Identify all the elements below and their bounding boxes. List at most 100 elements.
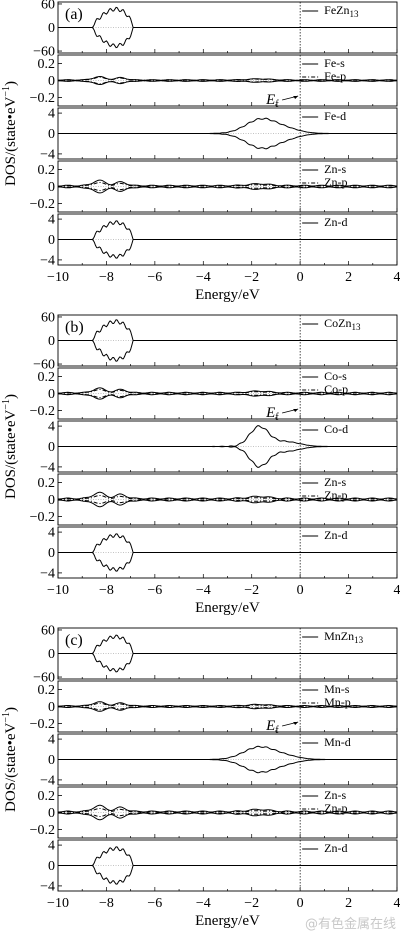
dos-line-total-down bbox=[58, 653, 397, 673]
subplot-label-sub: 13 bbox=[351, 322, 361, 332]
subplot-label-sub: 13 bbox=[354, 635, 364, 645]
xtick-label: −4 bbox=[196, 583, 211, 598]
fermi-label: Ef bbox=[265, 92, 279, 110]
dos-line-d-down bbox=[58, 133, 397, 150]
dos-line-p-up bbox=[58, 182, 397, 187]
ytick-label: 4 bbox=[48, 733, 55, 748]
ytick-label: −4 bbox=[40, 253, 55, 268]
xtick-label: −8 bbox=[99, 270, 114, 285]
xtick-label: 0 bbox=[297, 896, 304, 911]
ytick-label: −60 bbox=[33, 358, 55, 373]
y-axis-label-sup: −1 bbox=[1, 86, 12, 97]
subplot-2-3: 0.2 0 −0.2 Zn-sZn-p bbox=[30, 786, 398, 839]
x-axis-label: Energy/eV bbox=[195, 913, 260, 929]
panel-letter: (c) bbox=[65, 632, 83, 649]
panel-1: 600−60CoZn13(b)0.20−0.2Co-sCo-pEf40−4Co-… bbox=[1, 310, 400, 616]
ytick-label: 60 bbox=[41, 623, 55, 638]
subplot-label: Mn-s bbox=[324, 682, 350, 696]
y-axis-label: DOS/(state•eV−1) bbox=[1, 707, 19, 812]
subplot-label: Co-s bbox=[324, 369, 347, 383]
ytick-label: −4 bbox=[40, 879, 55, 894]
y-axis-label: DOS/(state•eV−1) bbox=[1, 81, 19, 186]
panel-letter: (b) bbox=[65, 319, 84, 336]
ytick-label: 0 bbox=[48, 647, 55, 662]
subplot-label-2: Fe-p bbox=[324, 69, 346, 83]
y-axis-label-close: ) bbox=[3, 394, 19, 399]
dos-line-total-down bbox=[58, 27, 397, 49]
dos-line-p-up bbox=[58, 702, 398, 707]
xtick-label: −8 bbox=[99, 896, 114, 911]
xtick-label: −10 bbox=[47, 896, 69, 911]
xtick-label: 0 bbox=[297, 583, 304, 598]
dos-line-p-down bbox=[58, 393, 397, 398]
fermi-arrowhead bbox=[293, 409, 299, 412]
ytick-label: −60 bbox=[33, 671, 55, 686]
panel-0: 600−60FeZn13(a)0.20−0.2Fe-sFe-pEf40−4Fe-… bbox=[1, 0, 400, 303]
subplot-label-2: Zn-p bbox=[324, 801, 347, 815]
dos-line-p-up bbox=[58, 495, 397, 500]
ytick-label: 60 bbox=[41, 310, 55, 325]
subplot-label: Fe-s bbox=[324, 56, 345, 70]
ytick-label: 4 bbox=[48, 526, 55, 541]
ytick-label: 0 bbox=[48, 180, 55, 195]
dos-line-total-down bbox=[58, 340, 397, 362]
dos-line-p-down bbox=[58, 499, 397, 504]
subplot-label: Fe-d bbox=[324, 109, 346, 123]
ytick-label: 0.2 bbox=[38, 163, 56, 178]
panel-letter: (a) bbox=[65, 6, 83, 23]
xtick-label: 2 bbox=[345, 583, 352, 598]
subplot-0-1: 0.2 0 −0.2 Fe-sFe-p Ef bbox=[30, 54, 398, 110]
subplot-label: CoZn13 bbox=[324, 316, 361, 332]
ytick-label: −60 bbox=[33, 45, 55, 60]
subplot-label: Zn-s bbox=[324, 162, 346, 176]
y-axis-label: DOS/(state•eV−1) bbox=[1, 394, 19, 499]
xtick-label: −2 bbox=[244, 583, 259, 598]
ytick-label: 0.2 bbox=[38, 476, 56, 491]
ytick-label: 0 bbox=[48, 493, 55, 508]
subplot-0-4: 4 0 −4 Zn-d bbox=[40, 213, 398, 268]
xtick-label: 0 bbox=[297, 270, 304, 285]
subplot-1-2: 4 0 −4 Co-d bbox=[40, 420, 398, 475]
xtick-label: −4 bbox=[196, 270, 211, 285]
subplot-2-2: 4 0 −4 Mn-d bbox=[40, 733, 398, 788]
xtick-label: −2 bbox=[244, 896, 259, 911]
subplot-label: FeZn13 bbox=[324, 3, 359, 19]
ytick-label: 0.2 bbox=[38, 57, 56, 72]
subplot-label: Zn-d bbox=[324, 528, 347, 542]
ytick-label: −0.2 bbox=[30, 717, 55, 732]
ytick-label: 0 bbox=[48, 806, 55, 821]
x-axis-label: Energy/eV bbox=[195, 287, 260, 303]
ytick-label: 4 bbox=[48, 107, 55, 122]
xtick-label: −8 bbox=[99, 583, 114, 598]
xtick-label: −4 bbox=[196, 896, 211, 911]
subplot-label: Zn-s bbox=[324, 475, 346, 489]
y-axis-label-close: ) bbox=[3, 81, 19, 86]
ytick-label: 0 bbox=[48, 753, 55, 768]
xtick-label: −6 bbox=[147, 896, 162, 911]
ytick-label: 0 bbox=[48, 74, 55, 89]
ytick-label: 0.2 bbox=[38, 370, 56, 385]
dos-line-s-down bbox=[57, 706, 398, 712]
xtick-label: −10 bbox=[47, 270, 69, 285]
ytick-label: −0.2 bbox=[30, 91, 55, 106]
ytick-label: 0 bbox=[48, 21, 55, 36]
ytick-label: −0.2 bbox=[30, 510, 55, 525]
fermi-arrowhead bbox=[293, 96, 299, 99]
xtick-label: 4 bbox=[394, 270, 400, 285]
ytick-label: 0 bbox=[48, 440, 55, 455]
ytick-label: −4 bbox=[40, 773, 55, 788]
dos-line-s-up bbox=[57, 701, 398, 707]
subplot-label: MnZn13 bbox=[324, 629, 364, 645]
xtick-label: −10 bbox=[47, 583, 69, 598]
y-axis-label-sup: −1 bbox=[1, 712, 12, 723]
subplot-1-1: 0.2 0 −0.2 Co-sCo-p Ef bbox=[30, 367, 398, 423]
dos-line-d-down bbox=[58, 239, 397, 259]
subplot-label-2: Co-p bbox=[324, 382, 348, 396]
subplot-1-3: 0.2 0 −0.2 Zn-sZn-p bbox=[30, 473, 398, 526]
xtick-label: 4 bbox=[394, 896, 400, 911]
subplot-label: Zn-d bbox=[324, 215, 347, 229]
ytick-label: −0.2 bbox=[30, 823, 55, 838]
dos-line-p-down bbox=[58, 186, 397, 191]
watermark: @有色金属在线 bbox=[304, 917, 396, 932]
